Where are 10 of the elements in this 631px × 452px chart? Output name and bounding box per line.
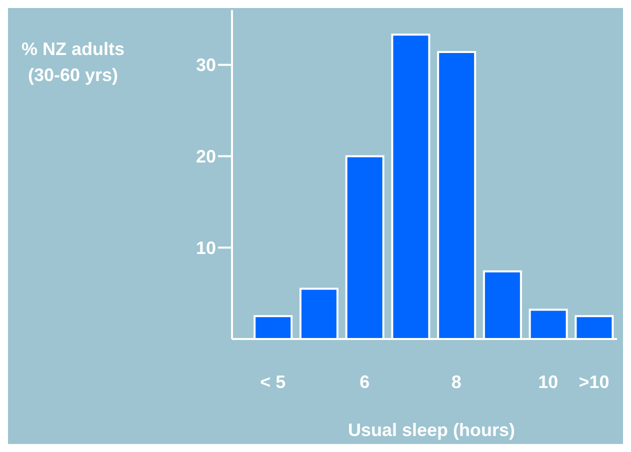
x-axis-title: Usual sleep (hours) (346, 420, 516, 441)
x-tick-label: 10 (538, 372, 558, 392)
x-tick-label: 6 (360, 372, 370, 392)
x-tick-label: >10 (578, 372, 610, 392)
y-tick-label: 10 (196, 238, 216, 258)
x-tick-label: 8 (451, 372, 462, 392)
y-tick-label: 20 (196, 146, 216, 167)
y-tick-label: 30 (196, 55, 216, 76)
y-axis-title: % NZ adults (30-60 yrs) (20, 38, 126, 87)
x-tick-label: < 5 (260, 372, 286, 392)
